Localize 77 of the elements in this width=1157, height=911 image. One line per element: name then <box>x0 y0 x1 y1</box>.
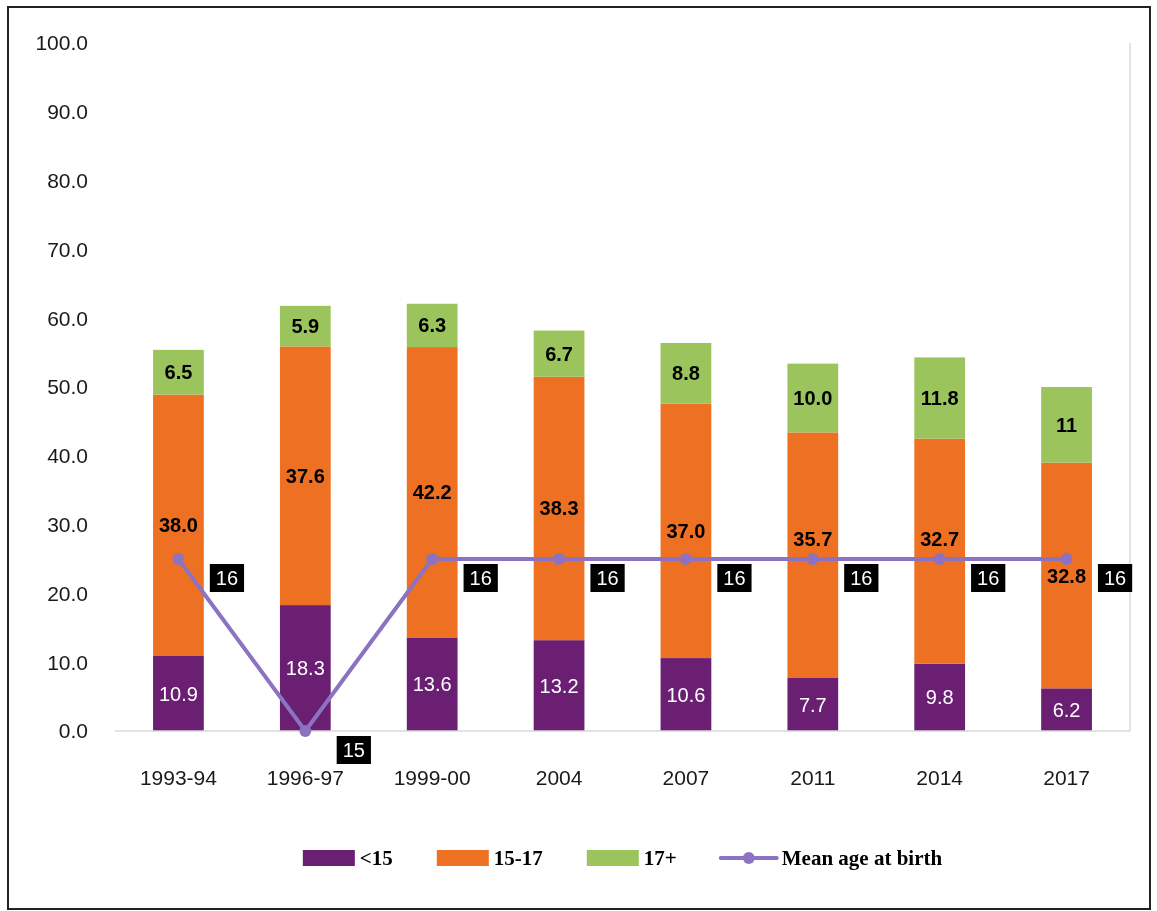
data-label: 10.0 <box>793 387 833 410</box>
bar <box>279 346 331 606</box>
data-label: 6.3 <box>418 314 447 337</box>
y-tick-label: 0.0 <box>58 719 88 743</box>
legend-label: Mean age at birth <box>781 846 943 871</box>
x-tick-label: 1993-94 <box>139 766 218 790</box>
data-label: 6.7 <box>545 342 573 365</box>
x-tick-label: 2014 <box>916 766 964 790</box>
legend-label: 15-17 <box>493 846 543 871</box>
x-tick-label: 2007 <box>662 766 710 790</box>
bar <box>660 658 712 731</box>
data-label: 9.8 <box>925 686 954 709</box>
bar <box>533 330 585 377</box>
data-label: 13.2 <box>539 674 579 697</box>
bar <box>1041 387 1092 463</box>
x-tick-label: 2011 <box>790 766 836 790</box>
bar <box>1041 688 1092 731</box>
data-label: 8.8 <box>672 362 700 385</box>
data-label: 10.6 <box>666 683 706 706</box>
bar <box>787 363 839 433</box>
legend-label: <15 <box>359 846 393 871</box>
data-label: 6.5 <box>164 361 193 384</box>
bar <box>153 656 204 731</box>
data-label: 16 <box>469 567 492 589</box>
bar <box>914 438 966 664</box>
x-tick-label: 1996-97 <box>266 766 344 790</box>
bar <box>787 432 839 679</box>
bar <box>153 349 204 395</box>
y-tick-label: 60.0 <box>47 306 88 330</box>
bar <box>660 403 712 659</box>
bar <box>914 663 966 731</box>
data-label: 37.6 <box>285 464 325 487</box>
y-tick-label: 70.0 <box>47 237 88 261</box>
x-tick-label: 2004 <box>535 766 583 790</box>
data-label: 38.0 <box>158 514 198 537</box>
data-label: 6.2 <box>1052 698 1081 721</box>
bar <box>1041 462 1092 689</box>
data-label: 37.0 <box>666 519 706 542</box>
data-label: 16 <box>1103 567 1127 589</box>
data-label: 32.8 <box>1047 564 1087 587</box>
data-label: 16 <box>723 567 746 589</box>
y-tick-label: 10.0 <box>47 650 88 674</box>
x-tick-label: 2017 <box>1043 766 1090 790</box>
data-label: 32.7 <box>920 528 960 550</box>
data-label: 15 <box>342 739 365 761</box>
y-tick-label: 30.0 <box>47 512 88 536</box>
data-label: 18.3 <box>285 657 325 680</box>
data-label: 42.2 <box>412 481 452 504</box>
data-label: 11.8 <box>920 387 959 410</box>
data-label: 35.7 <box>793 528 833 550</box>
data-label: 16 <box>977 567 1000 589</box>
legend-label: 17+ <box>643 846 677 871</box>
bar <box>533 376 585 641</box>
bar <box>660 342 712 404</box>
y-tick-label: 40.0 <box>47 444 88 468</box>
data-label: 10.9 <box>158 682 198 705</box>
bar <box>533 640 585 731</box>
bar <box>406 347 458 638</box>
bar <box>279 605 331 731</box>
data-label: 16 <box>596 567 619 589</box>
y-tick-label: 100.0 <box>35 31 88 55</box>
data-label: 16 <box>850 567 873 589</box>
data-label: 5.9 <box>291 315 320 338</box>
data-label: 13.6 <box>412 673 452 696</box>
x-tick-label: 1999-00 <box>393 766 471 790</box>
data-label: 7.7 <box>798 693 827 716</box>
data-label: 11 <box>1055 413 1078 436</box>
bar <box>914 357 966 439</box>
data-label: 16 <box>215 567 239 589</box>
y-tick-label: 20.0 <box>47 581 88 605</box>
y-tick-label: 80.0 <box>47 168 88 192</box>
data-label: 38.3 <box>539 497 579 520</box>
bar <box>406 637 458 731</box>
bar <box>153 394 204 657</box>
y-tick-label: 90.0 <box>47 100 88 124</box>
bar <box>787 678 839 731</box>
y-tick-label: 50.0 <box>47 375 88 399</box>
